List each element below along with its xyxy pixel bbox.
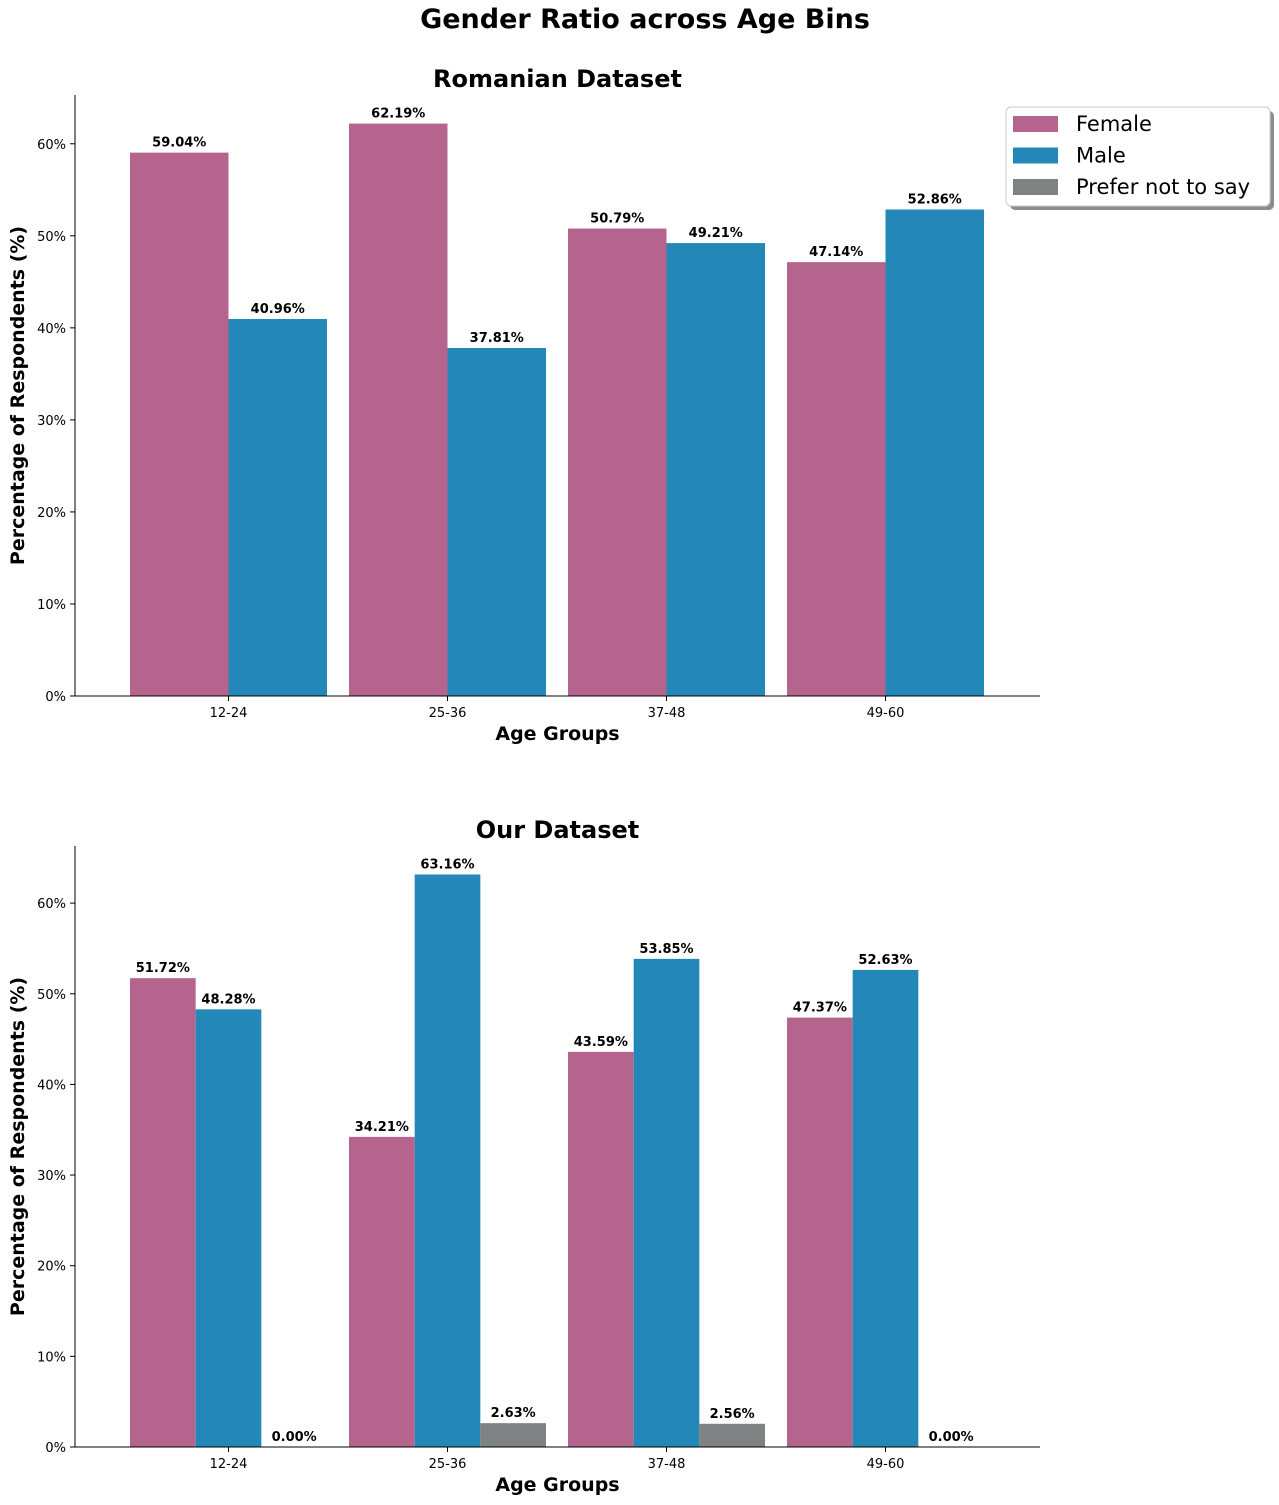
chart1-bar-male-49-60	[885, 209, 984, 697]
chart1-bar-male-37-48	[666, 243, 765, 696]
chart1-ytick-label: 0%	[45, 690, 66, 705]
legend-label-male: Male	[1076, 144, 1126, 168]
chart1-data-label: 52.86%	[908, 192, 962, 207]
chart1-xtick-label: 37-48	[648, 706, 686, 721]
chart2-xtick-label: 25-36	[429, 1457, 467, 1472]
chart1-xlabel: Age Groups	[495, 723, 619, 745]
chart2-bar-female-49-60	[787, 1017, 853, 1447]
chart2-data-label: 51.72%	[136, 961, 190, 976]
chart2-data-label: 52.63%	[858, 953, 912, 968]
chart2-data-label: 2.56%	[710, 1407, 755, 1422]
chart1-data-label: 47.14%	[809, 245, 863, 260]
chart2-data-label: 47.37%	[793, 1001, 847, 1016]
chart2-xtick-label: 37-48	[648, 1457, 686, 1472]
chart2-ytick-label: 50%	[37, 988, 66, 1003]
chart2-bar-prefer-not-to-say-37-48	[699, 1423, 765, 1447]
chart2-data-label: 63.16%	[420, 857, 474, 872]
chart2-bar-female-12-24	[130, 978, 196, 1447]
chart2-data-label: 0.00%	[272, 1430, 317, 1445]
chart2-bar-male-12-24	[195, 1009, 262, 1447]
chart2-ytick-label: 40%	[37, 1078, 66, 1093]
chart1-data-label: 62.19%	[371, 107, 425, 122]
chart2-bar-male-25-36	[414, 874, 481, 1447]
chart2-bar-prefer-not-to-say-25-36	[480, 1423, 546, 1447]
chart2-ytick-label: 20%	[37, 1260, 66, 1275]
chart1-bar-female-25-36	[349, 123, 448, 697]
chart2-bar-male-49-60	[852, 969, 919, 1447]
legend-label-female: Female	[1076, 112, 1152, 136]
chart1-data-label: 59.04%	[152, 136, 206, 151]
chart1-ytick-label: 40%	[37, 322, 66, 337]
chart2-ytick-label: 60%	[37, 897, 66, 912]
chart2-xtick-label: 49-60	[867, 1457, 905, 1472]
chart1-bar-female-37-48	[568, 228, 667, 696]
chart1-ylabel: Percentage of Respondents (%)	[7, 226, 29, 565]
chart2-data-label: 48.28%	[201, 992, 255, 1007]
chart1-bar-female-49-60	[787, 262, 886, 696]
chart2-data-label: 53.85%	[639, 942, 693, 957]
chart1-bar-male-25-36	[447, 348, 546, 696]
chart1-title: Romanian Dataset	[433, 65, 682, 93]
legend-swatch-male	[1013, 147, 1058, 164]
figure-title: Gender Ratio across Age Bins	[420, 4, 870, 35]
chart1-data-label: 40.96%	[251, 302, 305, 317]
chart2-ylabel: Percentage of Respondents (%)	[7, 977, 29, 1316]
legend-box	[1005, 106, 1271, 207]
chart2-xtick-label: 12-24	[210, 1457, 248, 1472]
chart1-ytick-label: 50%	[37, 230, 66, 245]
chart2-ytick-label: 10%	[37, 1350, 66, 1365]
legend-swatch-prefer-not-to-say	[1013, 179, 1058, 195]
chart1-xtick-label: 49-60	[867, 706, 905, 721]
chart2-bar-male-37-48	[633, 958, 700, 1447]
chart2-data-label: 43.59%	[574, 1035, 628, 1050]
chart2-data-label: 34.21%	[355, 1120, 409, 1135]
legend-label-prefer-not-to-say: Prefer not to say	[1076, 175, 1250, 199]
chart2-ytick-label: 30%	[37, 1169, 66, 1184]
chart1-data-label: 49.21%	[689, 226, 743, 241]
chart1-ytick-label: 60%	[37, 138, 66, 153]
chart1-bar-female-12-24	[130, 152, 229, 697]
chart1-data-label: 37.81%	[470, 331, 524, 346]
chart2-data-label: 2.63%	[491, 1406, 536, 1421]
chart1-bar-male-12-24	[228, 319, 327, 696]
legend-swatch-female	[1013, 116, 1058, 132]
chart2-ytick-label: 0%	[45, 1441, 66, 1456]
chart2-data-label: 0.00%	[929, 1430, 974, 1445]
chart1-ytick-label: 20%	[37, 506, 66, 521]
chart1-xtick-label: 12-24	[210, 706, 248, 721]
chart2-title: Our Dataset	[476, 816, 640, 844]
chart2-xlabel: Age Groups	[495, 1474, 619, 1496]
chart1-xtick-label: 25-36	[429, 706, 467, 721]
chart2-bar-female-37-48	[568, 1051, 634, 1447]
chart1-ytick-label: 30%	[37, 414, 66, 429]
chart2-bar-female-25-36	[349, 1136, 415, 1447]
chart1-data-label: 50.79%	[590, 212, 644, 227]
chart1-ytick-label: 10%	[37, 598, 66, 613]
